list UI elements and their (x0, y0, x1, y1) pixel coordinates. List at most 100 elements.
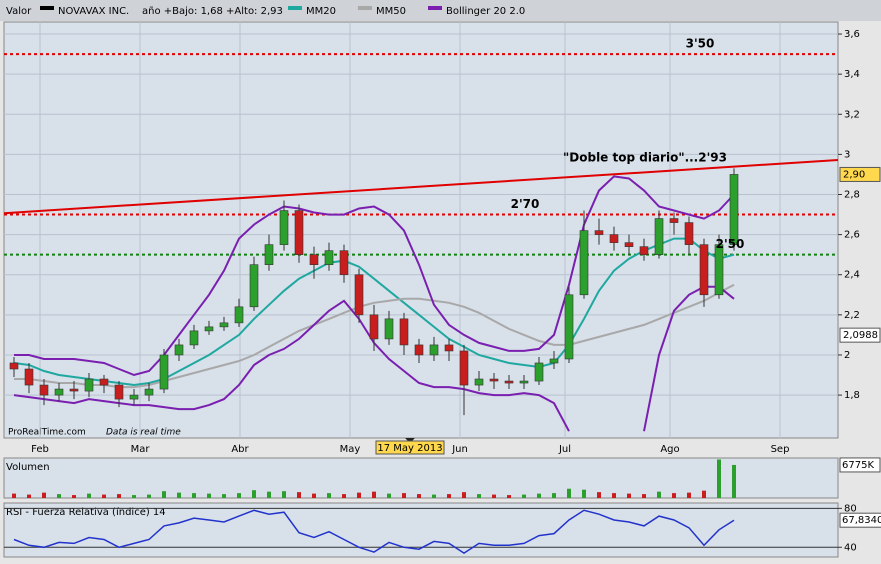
reference-label: 2'50 (716, 237, 745, 251)
y-tick-label: 1,8 (844, 390, 860, 401)
reference-label: 2'70 (511, 197, 540, 211)
volume-bar (57, 494, 61, 498)
candle-body (669, 218, 679, 223)
candle-body (54, 388, 64, 396)
candle-body (84, 378, 94, 392)
y-tick-label: 3 (844, 149, 850, 160)
candle-body (549, 358, 559, 364)
legend-swatch (358, 6, 372, 10)
candle-body (234, 306, 244, 324)
volume-bar (627, 493, 631, 498)
volume-bar (192, 493, 196, 498)
volume-bar (612, 493, 616, 498)
volume-bar (417, 494, 421, 498)
volume-bar (552, 493, 556, 498)
panel-title: Valor (6, 6, 32, 17)
candle-body (444, 344, 454, 352)
candle-body (624, 242, 634, 247)
volume-bar (477, 494, 481, 498)
candle-body (309, 254, 319, 266)
candle-body (534, 362, 544, 382)
volume-bar (222, 494, 226, 498)
x-tick-label: Jul (558, 444, 571, 455)
volume-bar (327, 493, 331, 498)
indicator-line (14, 175, 735, 377)
volume-panel (3, 457, 839, 499)
volume-bar (582, 489, 586, 498)
reference-label: 3'50 (686, 37, 715, 51)
volume-bar (27, 494, 31, 498)
volume-bar (372, 491, 376, 498)
volume-bar (312, 493, 316, 498)
candle-body (414, 344, 424, 356)
candle-body (729, 174, 739, 245)
y-tick-label: 2,8 (844, 189, 860, 200)
volume-bar (162, 491, 166, 498)
candle-body (399, 318, 409, 346)
price-tag (839, 327, 881, 343)
y-tick-label: 40 (844, 542, 857, 553)
x-tick-label: Mar (131, 444, 151, 455)
legend-label: MM50 (376, 6, 406, 17)
candle-body (114, 384, 124, 400)
volume-bar (342, 494, 346, 498)
candle-body (519, 380, 529, 384)
legend-swatch (288, 6, 302, 10)
candle-body (189, 330, 199, 346)
volume-bar (492, 494, 496, 498)
header-bar (0, 0, 881, 21)
date-label: 17 May 2013 (377, 443, 442, 454)
y-tick-label: 2,4 (844, 270, 860, 281)
candle-body (294, 210, 304, 255)
volume-bar (672, 493, 676, 498)
price-panel (3, 21, 839, 439)
volume-bar (432, 494, 436, 498)
candle-body (504, 380, 514, 384)
volume-bar (147, 494, 151, 498)
candle-body (279, 210, 289, 245)
x-tick-label: Abr (231, 444, 249, 455)
volume-bar (42, 492, 46, 498)
volume-bar (642, 494, 646, 498)
volume-bar (447, 494, 451, 498)
price-tag (839, 166, 881, 182)
volume-bar (462, 492, 466, 498)
volume-bar (207, 493, 211, 498)
candle-body (684, 222, 694, 245)
candle-body (24, 368, 34, 386)
subtitle: año +Bajo: 1,68 +Alto: 2,93 (142, 6, 283, 17)
legend-label: MM20 (306, 6, 336, 17)
candle-body (204, 326, 214, 332)
x-tick-label: Feb (31, 444, 49, 455)
candle-body (639, 246, 649, 255)
volume-bar (87, 493, 91, 498)
candle-body (369, 314, 379, 340)
panel-title: RSI - Fuerza Relativa (índice) 14 (6, 506, 166, 518)
y-tick-label: 2,2 (844, 310, 860, 321)
y-tick-label: 3,6 (844, 29, 860, 40)
volume-bar (252, 490, 256, 498)
plot-layer: Feb Mar Abr May Jun Jul Ago Sep 1,8 2 2,2 2,4 2,6 2,8… (4, 22, 881, 554)
volume-bar (537, 493, 541, 498)
volume-bar (132, 495, 136, 498)
volume-bar (597, 492, 601, 498)
trend-label: "Doble top diario"...2'93 (563, 151, 727, 165)
volume-bar (657, 491, 661, 498)
price-tag-label: 2,90 (843, 169, 865, 180)
candle-body (459, 350, 469, 386)
candle-body (564, 294, 574, 360)
volume-bar (702, 490, 706, 498)
volume-bar (402, 493, 406, 498)
volume-bar (507, 495, 511, 498)
candle-body (429, 344, 439, 356)
volume-bar (117, 494, 121, 498)
y-tick-label: 80 (844, 503, 857, 514)
value-label: 6775K (842, 460, 874, 471)
date-box (375, 440, 445, 455)
volume-bar (297, 492, 301, 498)
candle-body (654, 218, 664, 255)
legend-swatch (428, 6, 442, 10)
candle-body (699, 244, 709, 296)
candle-body (219, 322, 229, 328)
